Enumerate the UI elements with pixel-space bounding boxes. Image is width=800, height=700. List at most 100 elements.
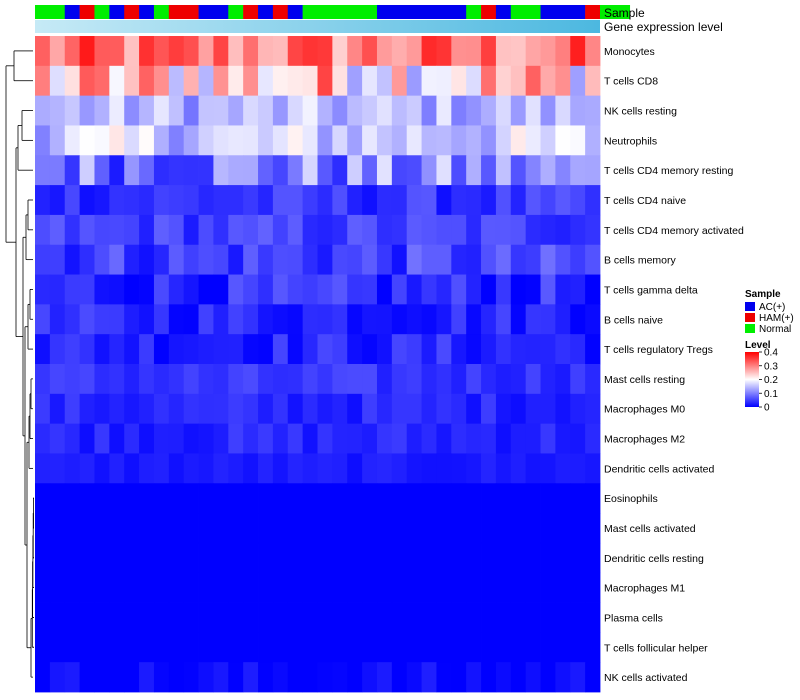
heatmap-cell [481,214,497,246]
heatmap-cell [64,632,81,663]
heatmap-cell [198,423,214,454]
heatmap-cell [347,274,363,305]
heatmap-cell [525,244,541,275]
heatmap-cell [228,155,244,186]
heatmap-cell [124,334,140,365]
heatmap-cell [168,602,185,633]
heatmap-cell [332,513,348,544]
heatmap-cell [302,662,318,693]
heatmap-cell [228,423,244,454]
heatmap-cell [64,36,81,67]
heatmap-cell [124,364,140,395]
heatmap-cell [243,602,259,633]
heatmap-cell [540,155,556,186]
heatmap-cell [391,453,408,484]
heatmap-cell [495,393,512,425]
heatmap-cell [35,304,51,335]
heatmap-cell [272,274,289,305]
heatmap-cell [272,36,289,67]
heatmap-cell [183,36,199,67]
heatmap-cell [540,662,556,693]
heatmap-cell [406,244,422,275]
heatmap-cell [49,632,66,663]
heatmap-cell [391,95,408,126]
heatmap-cell [391,632,408,663]
heatmap-cell [124,453,140,484]
heatmap-cell [139,453,155,484]
heatmap-cell [183,423,199,454]
heatmap-cell [272,304,289,335]
heatmap-cell [213,274,229,305]
heatmap-cell [35,274,51,305]
heatmap-cell [510,125,527,156]
heatmap-cell [510,542,527,574]
heatmap-cell [153,483,170,514]
heatmap-cell [109,632,125,663]
heatmap-cell [168,36,185,67]
heatmap-cell [124,572,140,603]
heatmap-cell [258,364,274,395]
heatmap-cell [94,572,110,603]
heatmap-cell [570,423,586,454]
heatmap-cell [451,662,467,693]
heatmap-cell [540,542,556,574]
heatmap-cell [540,483,556,514]
heatmap-cell [258,662,274,693]
heatmap-cell [376,453,393,484]
heatmap-cell [317,542,333,574]
heatmap-cell [153,304,170,335]
heatmap-cell [94,36,110,67]
heatmap-cell [109,125,125,156]
sample-segment [198,5,229,19]
heatmap-cell [555,483,571,514]
heatmap-cell [436,483,452,514]
heatmap-cell [436,65,452,97]
heatmap-cell [362,95,378,126]
heatmap-cell [495,364,512,395]
heatmap-cell [451,572,467,603]
heatmap-cell [332,393,348,425]
heatmap-cell [213,65,229,97]
heatmap-cell [585,423,601,454]
heatmap-cell [198,542,214,574]
heatmap-cell [466,572,482,603]
heatmap-cell [436,334,452,365]
heatmap-cell [302,304,318,335]
heatmap-cell [525,662,541,693]
heatmap-cell [570,453,586,484]
heatmap-cell [79,274,95,305]
heatmap-cell [570,65,586,97]
heatmap-cell [362,542,378,574]
heatmap-cell [94,274,110,305]
heatmap-cell [436,95,452,126]
heatmap-cell [362,304,378,335]
heatmap-cell [94,214,110,246]
heatmap-cell [347,542,363,574]
heatmap-cell [213,513,229,544]
legend-label-ham: HAM(+) [759,313,794,324]
heatmap-cell [302,393,318,425]
heatmap-cell [451,513,467,544]
heatmap-cell [272,125,289,156]
heatmap-cell [495,483,512,514]
heatmap-cell [213,393,229,425]
heatmap-cell [258,214,274,246]
heatmap-cell [451,453,467,484]
heatmap-cell [124,244,140,275]
heatmap-cell [362,244,378,275]
heatmap-cell [570,155,586,186]
heatmap-cell [64,65,81,97]
heatmap-cell [555,185,571,216]
heatmap-cell [64,274,81,305]
heatmap-cell [317,36,333,67]
heatmap-cell [109,214,125,246]
heatmap-cell [302,214,318,246]
heatmap-cell [391,662,408,693]
heatmap-cell [228,185,244,216]
heatmap-cell [64,513,81,544]
heatmap-cell [168,453,185,484]
heatmap-cell [376,393,393,425]
heatmap-cell [213,572,229,603]
heatmap-cell [168,155,185,186]
sample-segment [168,5,199,19]
